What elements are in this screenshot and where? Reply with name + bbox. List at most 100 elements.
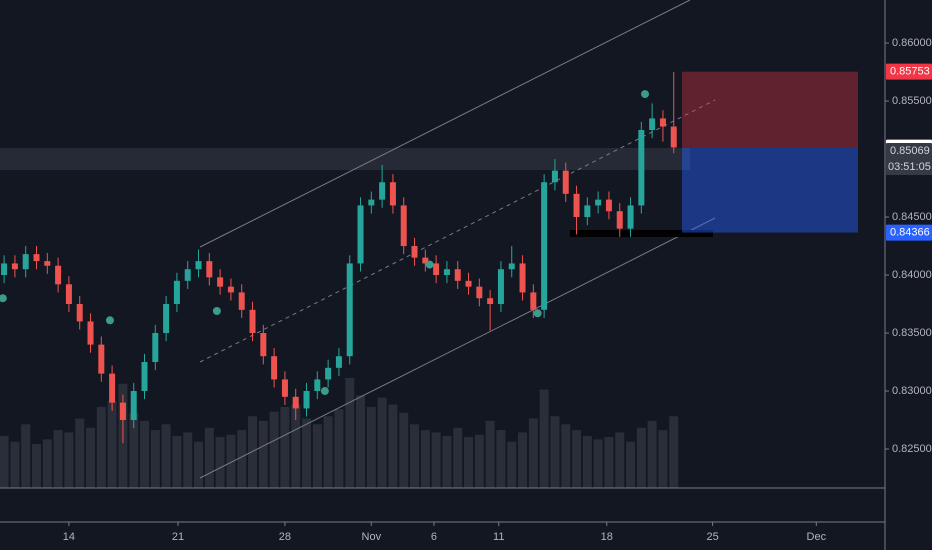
volume-bar	[572, 430, 582, 488]
volume-bar	[356, 395, 366, 488]
candle-body	[659, 118, 666, 127]
zone	[0, 148, 690, 170]
y-tick-label: 0.83500	[892, 327, 932, 339]
candle-body	[1, 263, 8, 276]
volume-bar	[183, 432, 193, 488]
y-tick-label: 0.83000	[892, 385, 932, 397]
volume-bar	[302, 418, 312, 488]
volume-bar	[96, 406, 106, 488]
volume-bar	[474, 434, 484, 488]
y-tick-label: 0.86000	[892, 37, 932, 49]
candle-body	[163, 304, 170, 334]
volume-bar	[464, 437, 474, 488]
candle-body	[487, 298, 494, 305]
candle-body	[260, 333, 267, 357]
volume-pane	[0, 378, 679, 488]
volume-bar	[150, 430, 160, 488]
candle-body	[227, 286, 234, 293]
candle-body	[98, 344, 105, 374]
volume-bar	[539, 389, 549, 488]
target-label-box	[886, 224, 932, 241]
candle-body	[627, 205, 634, 229]
volume-bar	[582, 435, 592, 488]
stop-zone	[682, 71, 858, 148]
candle-body	[206, 261, 213, 278]
candle-body	[335, 356, 342, 368]
candle-body	[584, 205, 591, 218]
volume-bar	[658, 430, 668, 488]
candle-body	[541, 182, 548, 310]
volume-bar	[399, 412, 409, 488]
signal-dot	[0, 294, 7, 303]
signal-dot	[320, 387, 329, 396]
candle-body	[271, 356, 278, 380]
candle-body	[76, 304, 83, 322]
signal-dot	[533, 309, 542, 318]
volume-bar	[485, 420, 495, 488]
signal-dot	[105, 316, 114, 325]
x-tick-label: 6	[431, 531, 437, 543]
candle-body	[497, 269, 504, 305]
candle-body	[325, 367, 332, 380]
target-zone	[682, 147, 858, 233]
x-tick-label: 25	[706, 531, 718, 543]
candle-body	[562, 170, 569, 194]
candle-body	[443, 269, 450, 276]
candle-body	[184, 269, 191, 281]
candle-body	[109, 373, 116, 403]
candle-body	[33, 254, 40, 262]
y-tick-label: 0.85500	[892, 95, 932, 107]
volume-bar	[21, 424, 31, 488]
volume-bar	[10, 441, 20, 488]
volume-bar	[248, 416, 258, 488]
candle-body	[195, 261, 202, 270]
volume-bar	[410, 424, 420, 488]
volume-bar	[32, 444, 42, 488]
volume-bar	[194, 441, 204, 488]
candle-body	[119, 402, 126, 421]
volume-bar	[42, 439, 52, 488]
volume-bar	[75, 418, 85, 488]
candle-body	[530, 292, 537, 310]
candle-body	[508, 263, 515, 270]
volume-bar	[388, 404, 398, 488]
candle-body	[476, 286, 483, 299]
x-tick-label: Nov	[362, 531, 382, 543]
volume-bar	[323, 416, 333, 488]
volume-bar	[550, 416, 560, 488]
volume-bar	[64, 432, 74, 488]
candle-body	[638, 130, 645, 206]
volume-bar	[53, 430, 63, 488]
volume-bar	[215, 437, 225, 488]
candle-body	[44, 261, 51, 266]
signal-dot	[641, 90, 650, 99]
candle-body	[519, 263, 526, 293]
volume-bar	[528, 418, 538, 488]
volume-bar	[334, 409, 344, 488]
candle-body	[368, 199, 375, 206]
candle-body	[422, 257, 429, 264]
volume-bar	[626, 441, 636, 488]
volume-bar	[561, 424, 571, 488]
candle-body	[573, 193, 580, 218]
y-tick-label: 0.84000	[892, 269, 932, 281]
last-price-label-box	[886, 143, 932, 160]
candle-body	[551, 170, 558, 183]
candle-body	[249, 309, 256, 334]
position	[682, 71, 858, 233]
volume-bar	[604, 437, 614, 488]
candle-body	[65, 284, 72, 305]
volume-bar	[269, 411, 279, 488]
candle-body	[314, 379, 321, 392]
volume-bar	[86, 427, 96, 488]
channel-lower	[199, 217, 716, 479]
candle-body	[454, 269, 461, 281]
volume-bar	[636, 427, 646, 488]
support	[570, 230, 713, 237]
countdown: 03:51:05	[888, 161, 931, 173]
candle-body	[670, 126, 677, 148]
candle-body	[292, 396, 299, 409]
volume-bar	[431, 432, 441, 488]
candle-body	[173, 280, 180, 305]
y-tick-label: 0.82500	[892, 443, 932, 455]
